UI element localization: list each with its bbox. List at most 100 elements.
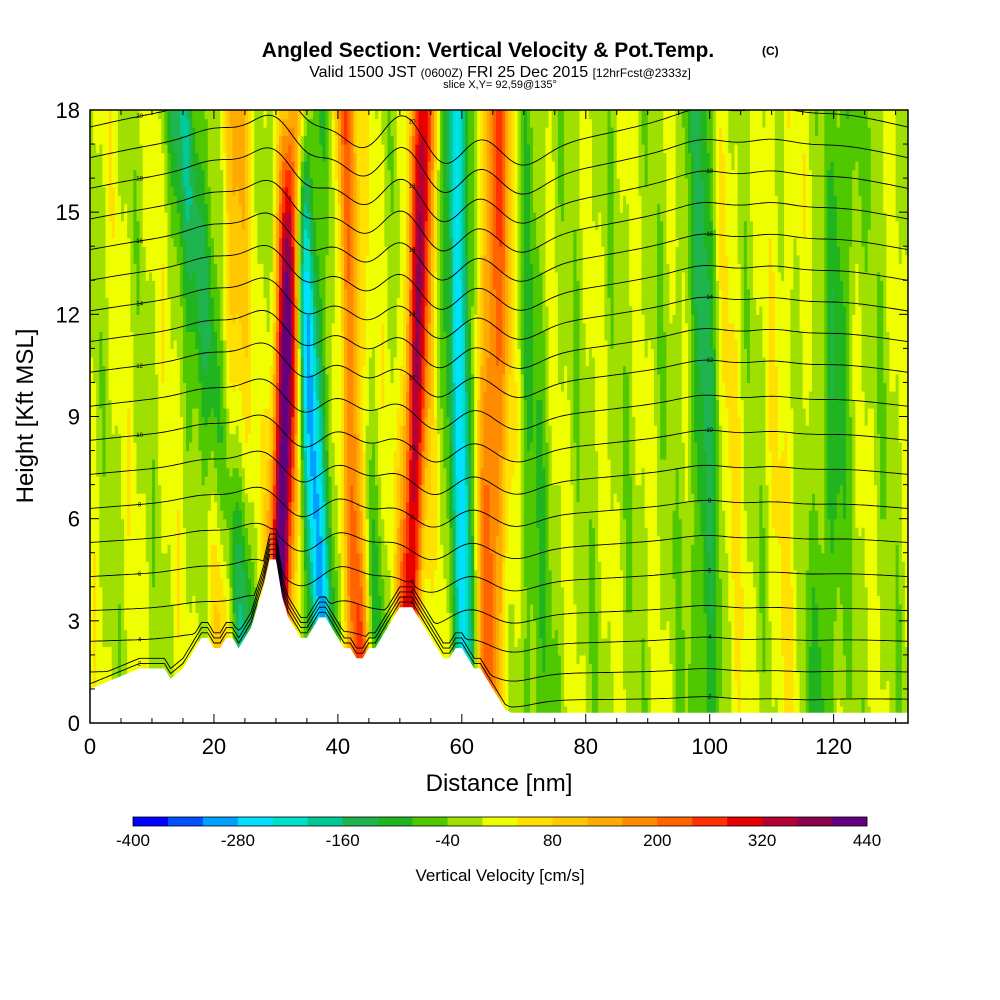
velocity-cell	[207, 544, 212, 554]
velocity-cell	[446, 399, 451, 409]
velocity-cell	[650, 671, 674, 682]
velocity-cell	[99, 518, 125, 528]
velocity-cell	[362, 501, 367, 511]
velocity-cell	[263, 518, 268, 528]
velocity-cell	[536, 416, 543, 426]
velocity-cell	[415, 552, 420, 562]
velocity-cell	[483, 484, 491, 494]
velocity-cell	[344, 459, 348, 469]
velocity-cell	[768, 612, 782, 622]
velocity-cell	[722, 459, 729, 469]
velocity-cell	[443, 459, 451, 469]
velocity-cell	[691, 646, 708, 656]
velocity-cell	[381, 493, 395, 503]
velocity-cell	[821, 646, 835, 656]
velocity-cell	[371, 578, 379, 588]
velocity-cell	[852, 578, 866, 588]
velocity-cell	[514, 467, 522, 477]
velocity-cell	[161, 527, 178, 537]
velocity-cell	[688, 484, 692, 494]
velocity-cell	[430, 484, 438, 494]
velocity-cell	[257, 544, 262, 554]
velocity-cell	[508, 399, 519, 409]
velocity-cell	[260, 544, 265, 554]
velocity-cell	[155, 493, 162, 503]
velocity-cell	[471, 450, 475, 460]
velocity-cell	[852, 535, 866, 545]
velocity-cell	[155, 552, 172, 562]
velocity-cell	[272, 382, 277, 392]
velocity-cell	[340, 467, 345, 477]
velocity-cell	[313, 493, 320, 503]
velocity-cell	[455, 450, 466, 460]
velocity-cell	[340, 390, 345, 401]
velocity-cell	[223, 544, 231, 554]
velocity-cell	[610, 493, 615, 503]
velocity-cell	[477, 637, 482, 647]
velocity-cell	[418, 425, 423, 435]
velocity-cell	[483, 399, 503, 409]
velocity-cell	[402, 407, 407, 418]
velocity-cell	[641, 654, 646, 664]
velocity-cell	[344, 476, 348, 486]
velocity-cell	[502, 578, 506, 588]
velocity-cell	[365, 450, 373, 460]
velocity-cell	[406, 467, 410, 477]
velocity-cell	[520, 476, 525, 486]
velocity-cell	[186, 586, 209, 596]
velocity-cell	[356, 382, 361, 392]
velocity-cell	[672, 518, 683, 528]
velocity-cell	[526, 620, 531, 630]
velocity-cell	[96, 425, 103, 435]
velocity-cell	[359, 442, 364, 452]
velocity-cell	[759, 680, 773, 690]
velocity-cell	[483, 654, 494, 664]
velocity-cell	[455, 569, 460, 579]
velocity-cell	[356, 416, 361, 426]
velocity-cell	[99, 578, 125, 588]
velocity-cell	[158, 373, 162, 384]
velocity-cell	[846, 688, 853, 699]
velocity-cell	[464, 620, 469, 630]
velocity-cell	[737, 407, 745, 418]
velocity-cell	[399, 544, 404, 554]
velocity-cell	[579, 493, 599, 503]
velocity-cell	[353, 382, 358, 392]
velocity-cell	[694, 535, 705, 545]
velocity-cell	[657, 501, 677, 511]
velocity-cell	[182, 442, 187, 452]
velocity-cell	[127, 527, 131, 537]
velocity-cell	[471, 620, 475, 630]
velocity-cell	[353, 629, 358, 639]
velocity-cell	[768, 399, 779, 409]
velocity-cell	[471, 569, 475, 579]
velocity-cell	[331, 501, 339, 511]
velocity-cell	[461, 620, 466, 630]
velocity-cell	[396, 433, 401, 443]
velocity-cell	[464, 552, 469, 562]
velocity-cell	[263, 510, 268, 520]
velocity-cell	[508, 442, 519, 452]
velocity-cell	[365, 620, 370, 630]
velocity-cell	[90, 476, 100, 486]
velocity-cell	[647, 620, 661, 630]
velocity-cell	[99, 484, 122, 494]
velocity-cell	[718, 450, 723, 460]
velocity-cell	[402, 433, 407, 443]
velocity-cell	[424, 484, 432, 494]
velocity-cell	[306, 552, 311, 562]
velocity-cell	[263, 501, 271, 511]
velocity-cell	[291, 552, 296, 562]
velocity-cell	[880, 612, 897, 622]
velocity-cell	[468, 586, 472, 596]
velocity-cell	[523, 493, 537, 503]
velocity-cell	[353, 501, 361, 511]
velocity-cell	[622, 612, 649, 622]
velocity-cell	[282, 425, 289, 435]
velocity-cell	[375, 390, 382, 401]
velocity-cell	[241, 527, 249, 537]
velocity-cell	[375, 476, 382, 486]
velocity-cell	[127, 629, 150, 639]
velocity-cell	[644, 671, 652, 682]
velocity-cell	[762, 654, 767, 664]
